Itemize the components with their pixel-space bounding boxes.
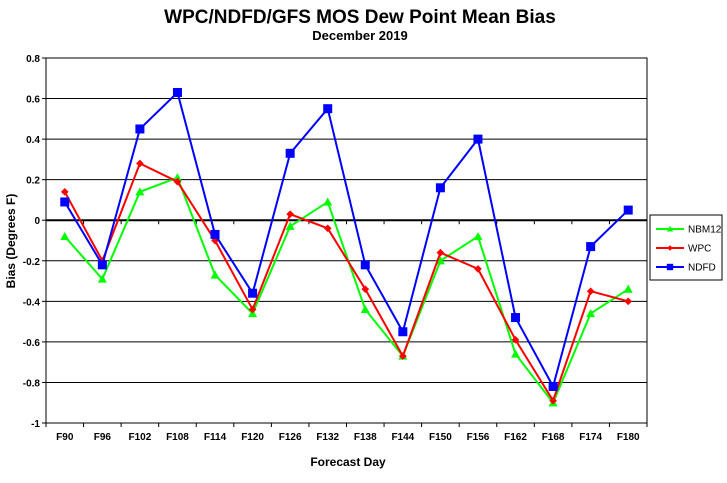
legend-marker-nbm12 — [666, 225, 674, 232]
data-point-wpc — [323, 224, 332, 233]
y-tick-label: 0.4 — [26, 135, 40, 146]
data-point-wpc — [474, 265, 482, 273]
x-tick-label: F174 — [579, 432, 602, 443]
data-point-wpc — [586, 287, 595, 296]
data-point-ndfd — [172, 87, 182, 97]
x-tick-label: F150 — [429, 432, 452, 443]
data-point-ndfd — [360, 260, 370, 270]
data-point-nbm12 — [60, 231, 70, 241]
legend-marker-wpc — [667, 245, 673, 251]
y-axis-label: Bias (Degrees F) — [4, 194, 18, 289]
data-point-ndfd — [511, 313, 521, 323]
data-point-nbm12 — [473, 231, 483, 241]
data-point-ndfd — [135, 124, 145, 134]
y-tick-label: 0.2 — [26, 176, 40, 187]
data-point-nbm12 — [97, 274, 107, 283]
data-point-ndfd — [435, 183, 445, 193]
y-tick-label: 0 — [34, 216, 40, 227]
x-tick-label: F132 — [316, 432, 339, 443]
y-tick-label: -0.8 — [23, 378, 41, 389]
x-tick-label: F114 — [204, 432, 227, 443]
chart-subtitle: December 2019 — [312, 28, 407, 43]
legend: NBM12 WPC NDFD — [649, 214, 723, 281]
series-line-nbm12 — [64, 176, 629, 405]
data-point-ndfd — [248, 288, 258, 298]
legend-label-wpc: WPC — [688, 244, 711, 255]
x-tick-label: F126 — [279, 432, 302, 443]
x-tick-label: F108 — [166, 432, 189, 443]
x-tick-label: F180 — [617, 432, 640, 443]
data-point-wpc — [286, 210, 294, 218]
legend-box — [649, 214, 723, 281]
y-tick-label: -0.2 — [23, 257, 41, 268]
legend-label-nbm12: NBM12 — [688, 225, 722, 236]
x-tick-label: F168 — [542, 432, 565, 443]
data-point-wpc — [361, 285, 370, 293]
data-point-nbm12 — [435, 256, 445, 265]
data-point-ndfd — [586, 242, 596, 252]
data-point-wpc — [511, 336, 520, 344]
data-point-nbm12 — [511, 349, 521, 358]
y-tick-label: 0.6 — [26, 95, 40, 106]
data-point-ndfd — [210, 229, 220, 239]
data-point-ndfd — [398, 327, 408, 337]
data-point-ndfd — [623, 205, 633, 215]
data-point-wpc — [248, 305, 257, 314]
x-tick-label: F162 — [504, 432, 527, 443]
data-point-wpc — [624, 297, 633, 306]
x-tick-label: F120 — [241, 432, 264, 443]
chart-title: WPC/NDFD/GFS MOS Dew Point Mean Bias — [164, 7, 556, 28]
data-point-wpc — [136, 159, 144, 168]
data-point-ndfd — [473, 134, 483, 144]
x-tick-label: F144 — [391, 432, 414, 443]
legend-label-ndfd: NDFD — [688, 263, 716, 274]
y-tick-label: -0.6 — [23, 338, 41, 349]
y-tick-label: -1 — [31, 419, 40, 430]
x-tick-label: F102 — [129, 432, 152, 443]
series-line-ndfd — [63, 90, 629, 390]
plot-area — [45, 57, 648, 424]
data-point-ndfd — [60, 197, 70, 207]
data-point-nbm12 — [285, 221, 295, 230]
data-point-wpc — [211, 236, 219, 245]
x-tick-label: F138 — [354, 432, 377, 443]
data-point-ndfd — [97, 260, 107, 270]
data-point-wpc — [549, 396, 557, 405]
data-point-nbm12 — [586, 309, 596, 318]
series-layer — [60, 87, 633, 407]
data-point-ndfd — [285, 148, 295, 158]
data-point-ndfd — [548, 382, 558, 391]
series-ndfd — [60, 87, 633, 391]
x-tick-label: F90 — [56, 432, 74, 443]
x-tick-label: F156 — [467, 432, 490, 443]
x-tick-label: F96 — [94, 432, 112, 443]
data-point-wpc — [399, 352, 407, 360]
data-point-wpc — [60, 188, 69, 196]
series-line-wpc — [63, 162, 629, 404]
y-tick-label: -0.4 — [23, 297, 41, 308]
data-point-ndfd — [323, 104, 333, 114]
y-axis-ticks: -1 -0.8 -0.6 -0.4 -0.2 0 0.2 0.4 0.6 0.8 — [23, 54, 46, 430]
data-point-nbm12 — [210, 270, 220, 279]
data-point-nbm12 — [323, 197, 333, 206]
series-wpc — [60, 159, 633, 405]
data-point-nbm12 — [172, 173, 182, 182]
data-point-nbm12 — [623, 284, 633, 293]
data-point-wpc — [436, 248, 445, 257]
data-point-nbm12 — [360, 304, 370, 314]
y-tick-label: 0.8 — [26, 54, 40, 65]
data-point-nbm12 — [135, 187, 145, 196]
legend-marker-ndfd — [666, 263, 674, 271]
x-axis-label: Forecast Day — [310, 455, 386, 469]
data-point-wpc — [173, 177, 182, 186]
